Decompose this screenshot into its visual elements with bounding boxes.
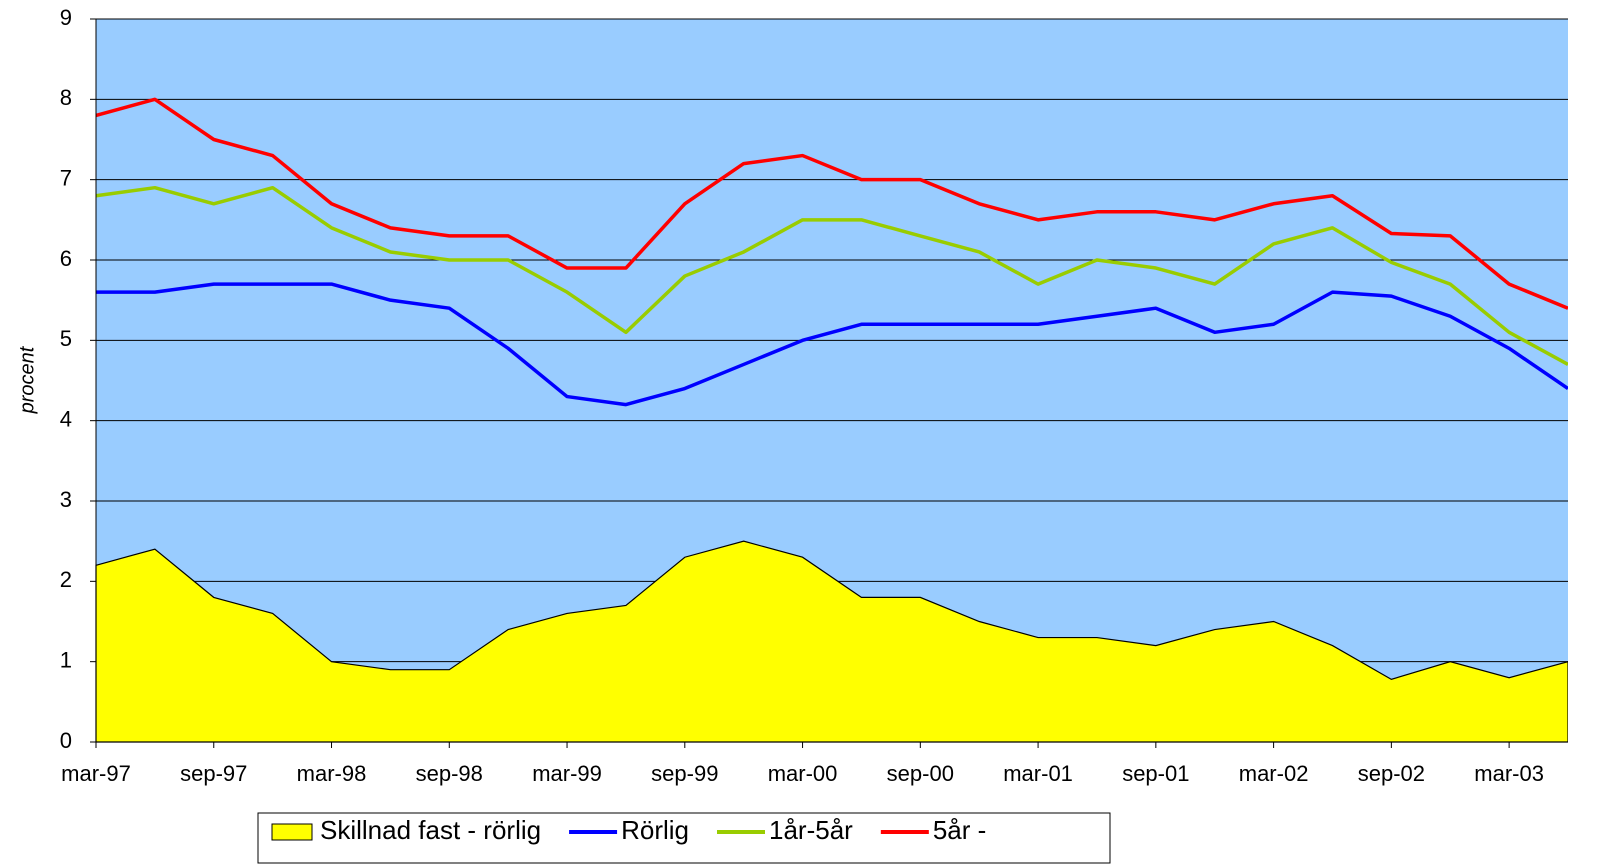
x-tick-label: mar-03 xyxy=(1474,761,1544,786)
y-tick-label: 7 xyxy=(60,165,72,190)
y-tick-label: 5 xyxy=(60,326,72,351)
y-tick-label: 0 xyxy=(60,728,72,753)
area xyxy=(95,540,1569,743)
line xyxy=(95,97,1569,310)
legend-swatch xyxy=(271,823,313,841)
x-tick-label: sep-00 xyxy=(887,761,954,786)
line xyxy=(96,282,1569,407)
y-tick-label: 8 xyxy=(60,85,72,110)
legend-box xyxy=(257,812,1111,864)
x-tick-label: mar-00 xyxy=(768,761,838,786)
y-tick-label: 3 xyxy=(60,487,72,512)
y-tick-label: 9 xyxy=(60,5,72,30)
y-tick-label: 4 xyxy=(60,406,72,431)
y-tick-label: 6 xyxy=(60,246,72,271)
x-tick-label: mar-97 xyxy=(61,761,131,786)
legend-label: Rörlig xyxy=(621,815,689,845)
x-tick-label: sep-97 xyxy=(180,761,247,786)
line xyxy=(95,185,1569,366)
legend-label: Skillnad fast - rörlig xyxy=(320,815,541,845)
legend: Skillnad fast - rörlig Rörlig 1år-5år 5år - xyxy=(257,812,1111,864)
y-tick-label: 1 xyxy=(60,647,72,672)
plot-mask xyxy=(1568,0,1607,867)
y-axis-label: procent xyxy=(16,345,38,414)
x-tick-label: sep-98 xyxy=(416,761,483,786)
x-tick-label: mar-98 xyxy=(297,761,367,786)
x-tick-label: mar-02 xyxy=(1239,761,1309,786)
x-tick-label: sep-01 xyxy=(1122,761,1189,786)
legend-label: 5år - xyxy=(933,815,986,845)
x-tick-label: mar-99 xyxy=(532,761,602,786)
x-tick-label: mar-01 xyxy=(1003,761,1073,786)
legend-label: 1år-5år xyxy=(769,815,853,845)
x-tick-label: sep-99 xyxy=(651,761,718,786)
x-tick-label: sep-02 xyxy=(1358,761,1425,786)
y-tick-label: 2 xyxy=(60,567,72,592)
